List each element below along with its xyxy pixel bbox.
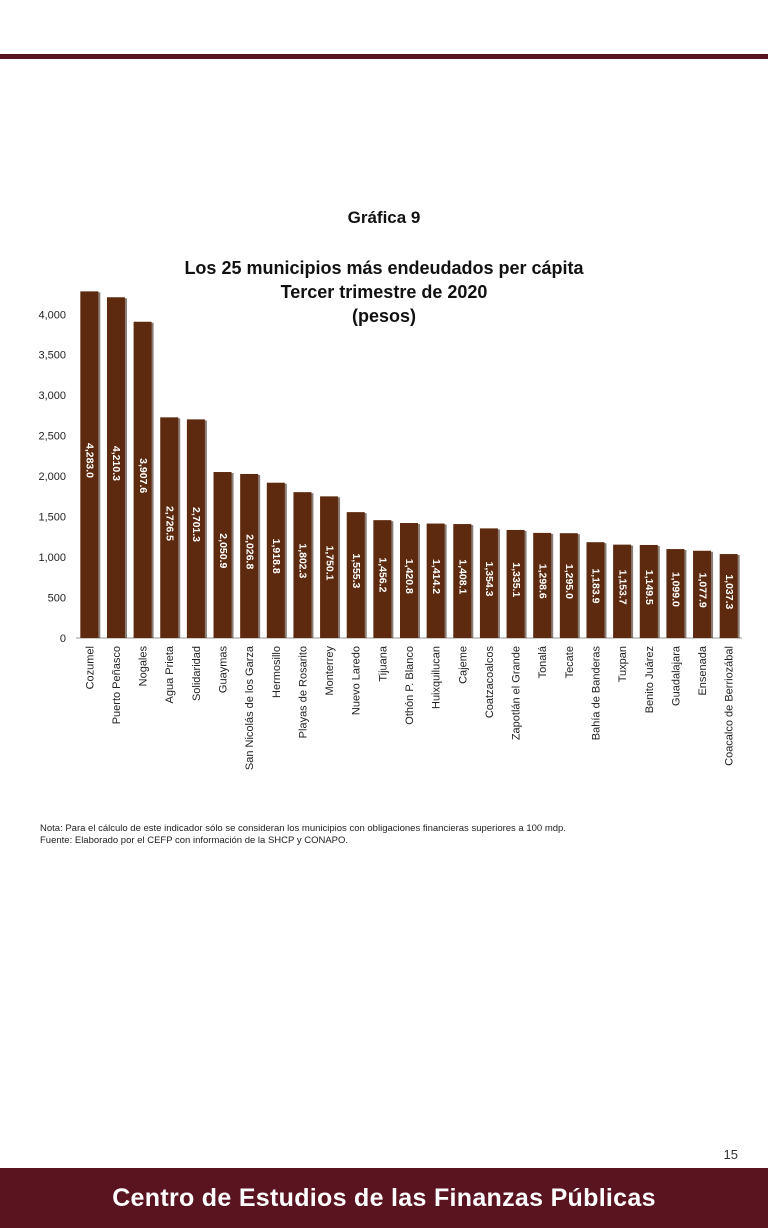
bar xyxy=(533,532,552,638)
bar xyxy=(106,297,125,638)
x-tick-label: Playas de Rosarito xyxy=(297,646,309,738)
x-tick-label: Huixquilucan xyxy=(431,646,443,709)
bar xyxy=(240,473,259,638)
bar xyxy=(160,417,179,638)
bar-value-label: 2,701.3 xyxy=(190,507,202,542)
x-tick-label: Zapotlán el Grande xyxy=(511,646,523,740)
bar-value-label: 1,153.7 xyxy=(616,570,628,605)
bar-value-label: 1,918.8 xyxy=(270,539,282,574)
chart-number-label: Gráfica 9 xyxy=(347,208,421,227)
x-tick-label: Coatzacoalcos xyxy=(484,646,496,719)
x-tick-label: Guaymas xyxy=(218,646,230,694)
bar-value-label: 1,802.3 xyxy=(297,543,309,578)
header-rule xyxy=(0,54,768,59)
chart-subtitle-line: Tercer trimestre de 2020 xyxy=(280,282,488,302)
x-tick-label: Puerto Peñasco xyxy=(111,646,123,724)
bar xyxy=(479,528,498,638)
bar xyxy=(426,523,445,638)
bar-value-label: 4,283.0 xyxy=(84,443,96,478)
x-tick-label: Agua Prieta xyxy=(164,645,176,703)
y-tick-label: 0 xyxy=(60,633,66,645)
chart-notes: Nota: Para el cálculo de este indicador … xyxy=(40,823,740,847)
bar-value-label: 1,149.5 xyxy=(643,570,655,605)
bar xyxy=(186,419,205,638)
bar xyxy=(559,533,578,638)
bar xyxy=(666,549,685,638)
x-tick-label: Nuevo Laredo xyxy=(351,646,363,715)
chart-title: Los 25 municipios más endeudados per cáp… xyxy=(150,256,618,328)
bar xyxy=(320,496,339,638)
x-tick-label: Tuxpan xyxy=(617,646,629,682)
bar-value-label: 1,183.9 xyxy=(590,568,602,603)
bar xyxy=(586,542,605,638)
x-tick-label: Bahía de Banderas xyxy=(590,646,602,741)
bar-chart: 0 500 1,000 1,500 2,000 2,500 3,000 3,500 4,000 4… xyxy=(38,291,742,770)
y-tick-label: 3,000 xyxy=(38,390,66,402)
x-tick-label: Ensenada xyxy=(697,645,709,695)
y-tick-label: 500 xyxy=(48,593,66,605)
bar xyxy=(400,523,418,638)
bar-value-label: 1,354.3 xyxy=(483,561,495,596)
x-tick-label: Nogales xyxy=(138,646,150,687)
bar xyxy=(346,512,365,638)
footer-bar: Centro de Estudios de las Finanzas Públi… xyxy=(0,1168,768,1228)
bar xyxy=(213,472,232,638)
bar-value-label: 1,335.1 xyxy=(510,562,522,597)
bar xyxy=(639,544,658,638)
footer-title: Centro de Estudios de las Finanzas Públi… xyxy=(112,1183,656,1212)
bar-value-label: 1,420.8 xyxy=(403,559,415,594)
y-tick-label: 1,500 xyxy=(38,512,66,524)
x-tick-label: San Nicolás de los Garza xyxy=(244,645,256,770)
x-tick-label: Othón P. Blanco xyxy=(404,646,416,725)
bar-value-label: 1,555.3 xyxy=(350,553,362,588)
bar-value-label: 1,750.1 xyxy=(323,545,335,580)
bar xyxy=(80,291,99,638)
x-tick-label: Guadalajara xyxy=(670,645,682,706)
bar xyxy=(613,544,632,638)
bar xyxy=(133,321,152,638)
bar-value-label: 2,726.5 xyxy=(163,506,175,541)
x-tick-label: Tecate xyxy=(564,646,576,678)
note-text: Nota: Para el cálculo de este indicador … xyxy=(40,823,566,834)
bar-value-label: 2,026.8 xyxy=(243,534,255,569)
bar xyxy=(506,529,525,638)
bar-value-label: 4,210.3 xyxy=(110,446,122,481)
bar-value-label: 1,077.9 xyxy=(696,573,708,608)
bar-value-label: 1,037.3 xyxy=(723,574,735,609)
bar-value-label: 1,295.0 xyxy=(563,564,575,599)
x-tick-label: Coacalco de Berriozábal xyxy=(724,646,736,766)
x-tick-label: Tijuana xyxy=(377,645,389,682)
x-tick-label: Tonalá xyxy=(537,645,549,678)
x-tick-label: Monterrey xyxy=(324,646,336,696)
bar xyxy=(293,492,312,638)
bar xyxy=(453,524,472,638)
bar xyxy=(373,520,392,638)
chart-title-line: Los 25 municipios más endeudados per cáp… xyxy=(184,258,584,278)
bar-value-label: 1,414.2 xyxy=(430,559,442,594)
bar xyxy=(719,554,738,638)
y-tick-label: 4,000 xyxy=(38,309,66,321)
bar-value-label: 3,907.6 xyxy=(137,458,149,493)
bar xyxy=(693,550,712,638)
x-tick-label: Cozumel xyxy=(84,646,96,689)
y-tick-label: 2,500 xyxy=(38,431,66,443)
y-tick-label: 3,500 xyxy=(38,350,66,362)
x-tick-label: Solidaridad xyxy=(191,646,203,701)
x-tick-label: Cajeme xyxy=(457,646,469,684)
y-tick-label: 1,000 xyxy=(38,552,66,564)
x-tick-label: Hermosillo xyxy=(271,646,283,698)
bar-value-label: 2,050.9 xyxy=(217,533,229,568)
chart-units-line: (pesos) xyxy=(351,306,416,326)
bar-value-label: 1,408.1 xyxy=(456,559,468,594)
page-number: 15 xyxy=(723,1147,738,1162)
bar-value-label: 1,298.6 xyxy=(536,564,548,599)
x-tick-label: Benito Juárez xyxy=(644,646,656,713)
bar-value-label: 1,099.0 xyxy=(670,572,682,607)
source-text: Fuente: Elaborado por el CEFP con inform… xyxy=(40,835,349,846)
bar-value-label: 1,456.2 xyxy=(377,557,389,592)
y-tick-label: 2,000 xyxy=(38,471,66,483)
bar xyxy=(266,482,285,638)
